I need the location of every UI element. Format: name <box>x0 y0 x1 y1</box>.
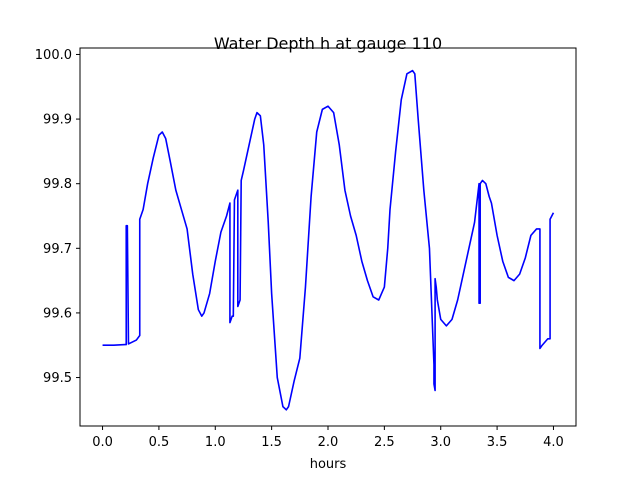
x-tick-label: 3.0 <box>430 435 451 450</box>
x-tick-label: 3.5 <box>487 435 508 450</box>
y-tick-label: 99.9 <box>43 113 72 128</box>
y-tick-label: 99.6 <box>43 306 72 321</box>
x-tick-label: 1.5 <box>261 435 282 450</box>
x-axis-ticks: 0.0 0.5 1.0 1.5 2.0 2.5 3.0 3.5 4.0 <box>92 426 564 450</box>
y-tick-label: 99.5 <box>43 371 72 386</box>
y-tick-label: 100.0 <box>35 48 72 63</box>
x-tick-label: 2.5 <box>374 435 395 450</box>
chart-title: Water Depth h at gauge 110 <box>214 34 442 53</box>
x-tick-label: 0.5 <box>149 435 170 450</box>
x-tick-label: 0.0 <box>92 435 113 450</box>
x-axis-label: hours <box>310 457 347 472</box>
y-tick-label: 99.7 <box>43 242 72 257</box>
x-tick-label: 2.0 <box>318 435 339 450</box>
x-tick-label: 4.0 <box>543 435 564 450</box>
series-line-0 <box>102 69 555 411</box>
y-axis-ticks: 99.5 99.6 99.7 99.8 99.9 100.0 <box>35 48 80 386</box>
y-tick-label: 99.8 <box>43 177 72 192</box>
plot-area <box>102 69 555 411</box>
x-tick-label: 1.0 <box>205 435 226 450</box>
